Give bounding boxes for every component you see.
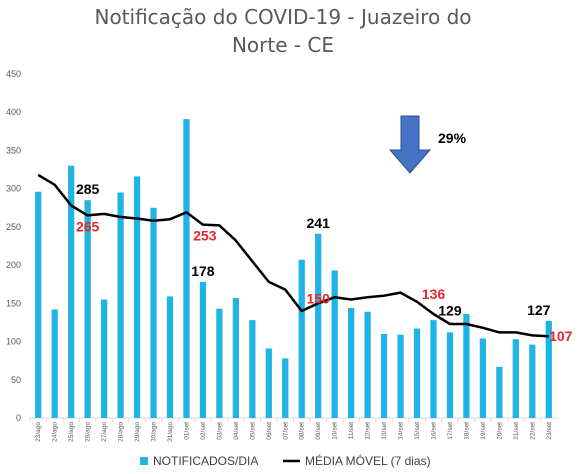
bar: [479, 338, 487, 418]
bar: [117, 192, 124, 418]
data-label: 253: [193, 228, 217, 244]
bar: [413, 328, 421, 418]
bar: [183, 119, 190, 418]
x-tick-label: 16/set: [430, 422, 437, 440]
data-label: 265: [76, 218, 100, 234]
legend-bar-swatch: [140, 457, 148, 465]
x-tick-label: 21/set: [513, 422, 520, 440]
down-arrow-icon: [388, 115, 432, 174]
bar: [166, 296, 174, 418]
x-tick-label: 03/set: [216, 422, 223, 440]
y-tick-label: 100: [6, 337, 21, 347]
data-label: 127: [527, 302, 551, 318]
x-tick-label: 11/set: [348, 422, 355, 439]
chart-title-line-1: Notificação do COVID-19 - Juazeiro do: [94, 5, 471, 29]
x-tick-label: 18/set: [463, 422, 470, 440]
data-label: 241: [307, 215, 331, 231]
x-tick-label: 26/ago: [85, 422, 92, 442]
bar: [133, 176, 141, 418]
bar: [315, 233, 322, 418]
y-tick-label: 250: [6, 222, 21, 232]
x-tick-label: 14/set: [398, 422, 405, 440]
x-tick-label: 15/set: [414, 422, 421, 440]
x-tick-label: 01/set: [183, 422, 190, 440]
trend-callout: 29%: [388, 115, 467, 174]
bar: [512, 339, 519, 418]
bar: [463, 314, 470, 418]
x-tick-label: 30/ago: [151, 422, 158, 442]
bar: [232, 297, 239, 418]
x-tick-label: 24/ago: [52, 422, 59, 442]
x-tick-label: 04/set: [233, 422, 240, 440]
bar: [364, 311, 371, 418]
legend: NOTIFICADOS/DIA MÉDIA MÓVEL (7 dias): [140, 453, 431, 468]
bar: [282, 358, 289, 418]
bar: [35, 191, 42, 418]
data-label: 107: [549, 328, 573, 344]
bar: [249, 320, 256, 418]
bar: [545, 320, 552, 418]
x-tick-label: 07/set: [282, 422, 289, 440]
x-tick-label: 10/set: [332, 422, 339, 440]
data-label: 136: [422, 286, 446, 302]
x-tick-label: 08/set: [299, 422, 306, 440]
x-tick-label: 20/set: [496, 422, 503, 440]
y-tick-label: 350: [6, 145, 21, 155]
y-tick-label: 150: [6, 298, 21, 308]
x-tick-label: 12/set: [365, 422, 372, 440]
x-tick-label: 09/set: [315, 422, 322, 440]
bar: [265, 348, 272, 418]
bar: [298, 259, 305, 418]
bar: [380, 333, 388, 418]
data-label: 150: [307, 290, 331, 306]
bar: [331, 270, 338, 418]
x-tick-label: 27/ago: [101, 422, 108, 442]
x-tick-label: 22/set: [529, 422, 536, 440]
bar: [529, 344, 536, 418]
bar: [430, 320, 437, 418]
x-tick-label: 25/ago: [68, 422, 75, 442]
x-tick-label: 19/set: [480, 422, 487, 440]
y-tick-label: 200: [6, 260, 21, 270]
bar: [496, 366, 503, 418]
legend-bar-label: NOTIFICADOS/DIA: [153, 454, 258, 468]
data-label: 129: [438, 302, 462, 318]
x-tick-label: 29/ago: [134, 422, 141, 442]
callout-percent: 29%: [438, 130, 467, 146]
bar: [68, 165, 75, 418]
x-tick-label: 28/ago: [118, 422, 125, 442]
y-tick-label: 450: [6, 69, 21, 79]
x-tick-label: 23/set: [546, 422, 553, 440]
x-tick-label: 05/set: [249, 422, 256, 440]
y-tick-label: 400: [6, 107, 21, 117]
bar: [397, 334, 404, 418]
x-tick-label: 13/set: [381, 422, 388, 440]
bar: [51, 309, 58, 418]
moving-average-line: [37, 173, 549, 338]
x-tick-label: 06/set: [266, 422, 273, 440]
x-tick-label: 23/ago: [35, 422, 42, 442]
bar: [348, 307, 355, 418]
bar: [84, 200, 91, 418]
bar: [100, 299, 108, 418]
bar: [150, 207, 157, 418]
data-label: 178: [191, 263, 215, 279]
y-tick-label: 50: [11, 375, 21, 385]
x-tick-label: 31/ago: [167, 422, 174, 442]
plot-area: 0 50 100 150 200 250 300 350 400 450 23/ago 24/ago 2…: [6, 69, 573, 442]
bar: [199, 281, 207, 418]
x-tick-label: 02/set: [200, 422, 207, 440]
data-label: 285: [76, 181, 100, 197]
x-tick-label: 17/set: [447, 422, 454, 440]
bar: [446, 332, 454, 418]
y-tick-label: 300: [6, 184, 21, 194]
legend-line-label: MÉDIA MÓVEL (7 dias): [305, 453, 431, 468]
bar: [216, 308, 223, 418]
y-tick-label: 0: [16, 413, 21, 423]
chart-title-line-2: Norte - CE: [232, 33, 334, 57]
